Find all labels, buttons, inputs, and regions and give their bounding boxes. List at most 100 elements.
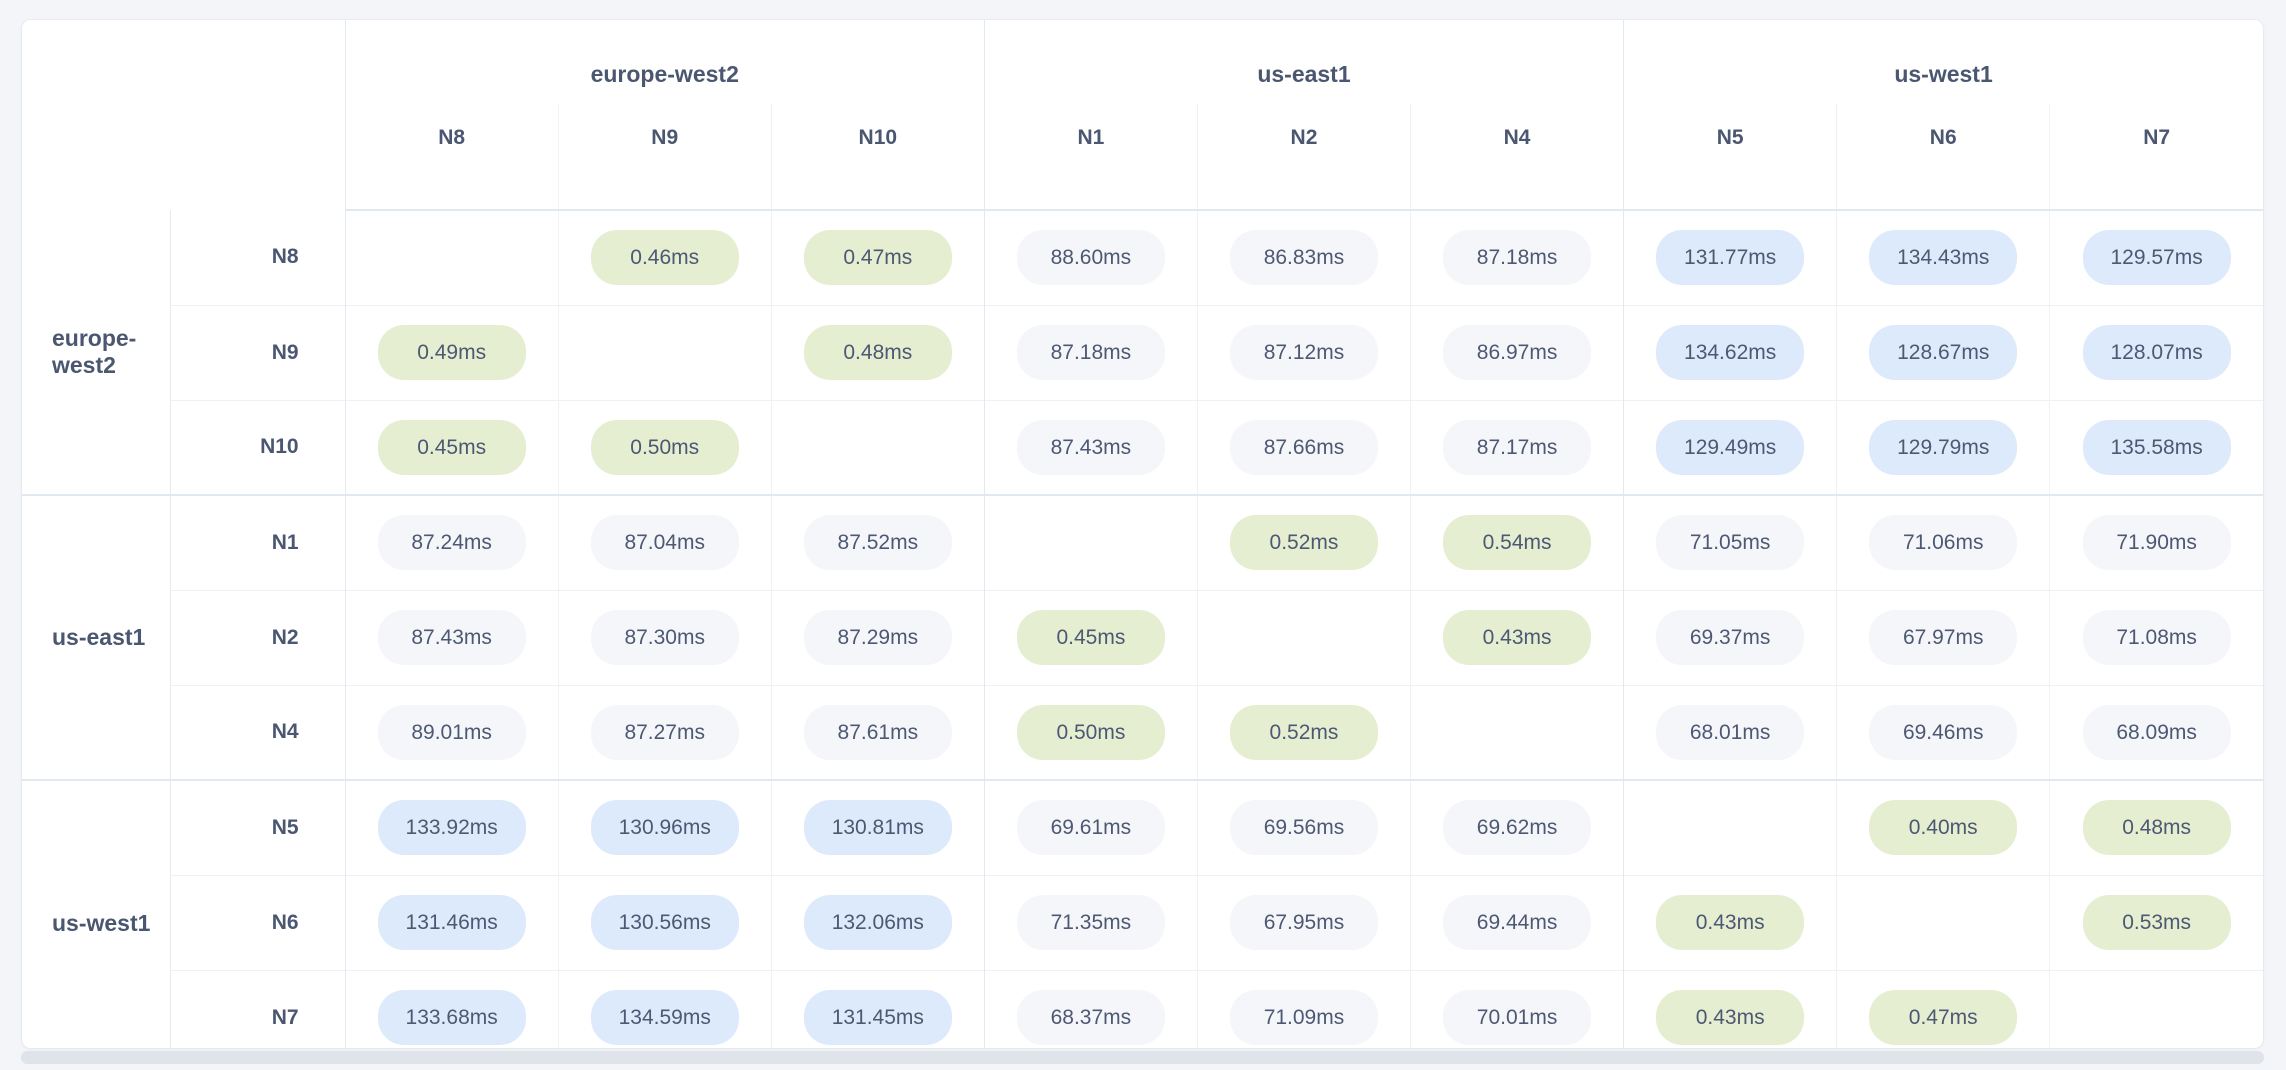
matrix-cell-self[interactable] [1623, 779, 1837, 875]
matrix-cell-latency[interactable]: 71.06ms [1836, 494, 2050, 590]
matrix-cell-latency[interactable]: 0.43ms [1623, 969, 1837, 1048]
matrix-cell-latency[interactable]: 131.77ms [1623, 210, 1837, 305]
matrix-cell-latency[interactable]: 69.61ms [983, 779, 1198, 875]
latency-pill: 0.43ms [1656, 895, 1805, 950]
matrix-cell-latency[interactable]: 87.12ms [1196, 304, 1411, 400]
matrix-cell-latency[interactable]: 0.45ms [983, 589, 1198, 685]
matrix-cell-latency[interactable]: 69.62ms [1410, 779, 1624, 875]
matrix-cell-self[interactable] [557, 304, 772, 400]
matrix-cell-latency[interactable]: 0.52ms [1196, 494, 1411, 590]
matrix-cell-latency[interactable]: 71.90ms [2049, 494, 2263, 590]
matrix-cell-latency[interactable]: 0.45ms [344, 399, 559, 495]
matrix-cell-self[interactable] [2049, 969, 2263, 1048]
matrix-cell-latency[interactable]: 0.43ms [1623, 874, 1837, 970]
latency-pill: 0.45ms [377, 419, 526, 475]
matrix-cell-latency[interactable]: 0.48ms [2049, 779, 2263, 875]
horizontal-scrollbar-thumb[interactable] [21, 1051, 2264, 1064]
matrix-cell-latency[interactable]: 69.46ms [1836, 684, 2050, 780]
matrix-cell-latency[interactable]: 133.92ms [344, 779, 559, 875]
column-header-n8: N8 [344, 104, 559, 211]
matrix-cell-latency[interactable]: 69.56ms [1196, 779, 1411, 875]
matrix-cell-latency[interactable]: 67.95ms [1196, 874, 1411, 970]
matrix-cell-self[interactable] [344, 210, 559, 305]
matrix-cell-latency[interactable]: 131.46ms [344, 874, 559, 970]
matrix-cell-latency[interactable]: 129.49ms [1623, 399, 1837, 495]
matrix-cell-latency[interactable]: 135.58ms [2049, 399, 2263, 495]
matrix-cell-latency[interactable]: 87.66ms [1196, 399, 1411, 495]
matrix-cell-latency[interactable]: 0.47ms [1836, 969, 2050, 1048]
matrix-cell-latency[interactable]: 71.09ms [1196, 969, 1411, 1048]
matrix-cell-latency[interactable]: 71.08ms [2049, 589, 2263, 685]
matrix-cell-latency[interactable]: 0.40ms [1836, 779, 2050, 875]
matrix-cell-self[interactable] [1196, 589, 1411, 685]
matrix-cell-latency[interactable]: 71.35ms [983, 874, 1198, 970]
matrix-cell-latency[interactable]: 0.52ms [1196, 684, 1411, 780]
matrix-cell-latency[interactable]: 0.50ms [983, 684, 1198, 780]
matrix-cell-latency[interactable]: 0.46ms [557, 210, 772, 305]
matrix-cell-latency[interactable]: 86.97ms [1410, 304, 1624, 400]
matrix-cell-latency[interactable]: 134.59ms [557, 969, 772, 1048]
latency-pill: 129.49ms [1656, 419, 1805, 475]
matrix-cell-latency[interactable]: 88.60ms [983, 210, 1198, 305]
latency-pill: 134.59ms [590, 990, 739, 1046]
matrix-cell-latency[interactable]: 87.27ms [557, 684, 772, 780]
matrix-cell-latency[interactable]: 130.81ms [770, 779, 985, 875]
matrix-cell-latency[interactable]: 87.18ms [983, 304, 1198, 400]
matrix-cell-latency[interactable]: 87.43ms [344, 589, 559, 685]
matrix-cell-self[interactable] [983, 494, 1198, 590]
latency-pill: 0.43ms [1443, 610, 1592, 665]
matrix-cell-latency[interactable]: 134.43ms [1836, 210, 2050, 305]
matrix-cell-self[interactable] [1836, 874, 2050, 970]
matrix-cell-latency[interactable]: 87.30ms [557, 589, 772, 685]
matrix-cell-latency[interactable]: 87.43ms [983, 399, 1198, 495]
matrix-cell-latency[interactable]: 129.79ms [1836, 399, 2050, 495]
matrix-cell-latency[interactable]: 87.24ms [344, 494, 559, 590]
matrix-cell-latency[interactable]: 130.96ms [557, 779, 772, 875]
latency-pill: 0.46ms [590, 230, 739, 286]
matrix-cell-latency[interactable]: 87.52ms [770, 494, 985, 590]
table-row: N10 0.45ms 0.50ms 87.43ms 87.66ms 87.17ms 129.… [22, 399, 2263, 495]
matrix-cell-latency[interactable]: 130.56ms [557, 874, 772, 970]
matrix-cell-latency[interactable]: 70.01ms [1410, 969, 1624, 1048]
matrix-cell-latency[interactable]: 87.04ms [557, 494, 772, 590]
matrix-cell-latency[interactable]: 89.01ms [344, 684, 559, 780]
matrix-cell-latency[interactable]: 69.44ms [1410, 874, 1624, 970]
matrix-cell-latency[interactable]: 69.37ms [1623, 589, 1837, 685]
latency-pill: 0.48ms [803, 325, 952, 380]
matrix-cell-latency[interactable]: 129.57ms [2049, 210, 2263, 305]
matrix-cell-latency[interactable]: 68.37ms [983, 969, 1198, 1048]
matrix-cell-latency[interactable]: 87.29ms [770, 589, 985, 685]
matrix-cell-latency[interactable]: 131.45ms [770, 969, 985, 1048]
matrix-cell-self[interactable] [770, 399, 985, 495]
matrix-cell-latency[interactable]: 133.68ms [344, 969, 559, 1048]
matrix-cell-latency[interactable]: 0.47ms [770, 210, 985, 305]
column-group-header-europe-west2: europe-west2 [344, 20, 985, 104]
matrix-cell-latency[interactable]: 71.05ms [1623, 494, 1837, 590]
matrix-cell-latency[interactable]: 0.49ms [344, 304, 559, 400]
matrix-cell-latency[interactable]: 87.61ms [770, 684, 985, 780]
matrix-cell-latency[interactable]: 0.43ms [1410, 589, 1624, 685]
matrix-cell-latency[interactable]: 86.83ms [1196, 210, 1411, 305]
latency-pill: 87.24ms [377, 515, 526, 571]
matrix-cell-latency[interactable]: 0.54ms [1410, 494, 1624, 590]
column-header-n10: N10 [770, 104, 985, 211]
matrix-cell-latency[interactable]: 87.17ms [1410, 399, 1624, 495]
horizontal-scrollbar-track[interactable] [21, 1051, 2264, 1064]
latency-pill: 69.37ms [1656, 610, 1805, 665]
matrix-cell-self[interactable] [1410, 684, 1624, 780]
latency-pill: 0.54ms [1443, 515, 1592, 571]
matrix-cell-latency[interactable]: 132.06ms [770, 874, 985, 970]
matrix-cell-latency[interactable]: 0.50ms [557, 399, 772, 495]
matrix-cell-latency[interactable]: 87.18ms [1410, 210, 1624, 305]
latency-pill: 0.43ms [1656, 990, 1805, 1046]
matrix-cell-latency[interactable]: 68.09ms [2049, 684, 2263, 780]
matrix-cell-latency[interactable]: 0.48ms [770, 304, 985, 400]
matrix-cell-latency[interactable]: 134.62ms [1623, 304, 1837, 400]
matrix-cell-latency[interactable]: 128.07ms [2049, 304, 2263, 400]
table-row: N7 133.68ms 134.59ms 131.45ms 68.37ms 71.09ms… [22, 969, 2263, 1048]
matrix-cell-latency[interactable]: 128.67ms [1836, 304, 2050, 400]
matrix-cell-latency[interactable]: 67.97ms [1836, 589, 2050, 685]
matrix-cell-latency[interactable]: 0.53ms [2049, 874, 2263, 970]
matrix-cell-latency[interactable]: 68.01ms [1623, 684, 1837, 780]
